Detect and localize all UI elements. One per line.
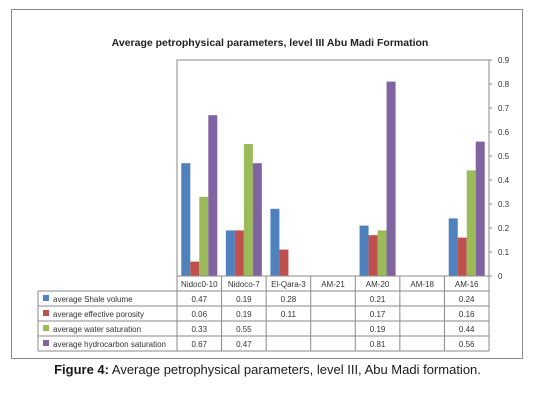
y-tick-label: 0.1: [498, 248, 510, 257]
data-label: 0.44: [459, 325, 475, 334]
y-tick-label: 0.5: [498, 152, 510, 161]
bar-chart: Average petrophysical parameters, level …: [37, 37, 510, 352]
bar: [234, 230, 244, 276]
category-label: AM-20: [366, 280, 390, 289]
y-tick-label: 0.7: [498, 104, 510, 113]
data-label: 0.11: [281, 310, 297, 319]
bar: [208, 115, 218, 276]
y-tick-label: 0: [498, 272, 503, 281]
data-label: 0.81: [370, 340, 386, 349]
bar: [190, 261, 200, 276]
bar: [475, 141, 485, 276]
bar: [386, 81, 396, 276]
bar: [377, 230, 387, 276]
bar: [279, 249, 289, 276]
bars-group: [181, 81, 485, 276]
bar: [359, 225, 369, 276]
legend-entry: average Shale volume: [53, 295, 133, 304]
plot-area: [176, 59, 490, 277]
data-label: 0.33: [191, 325, 207, 334]
category-label: AM-16: [455, 280, 479, 289]
data-label: 0.55: [236, 325, 252, 334]
data-label: 0.67: [191, 340, 207, 349]
bar: [270, 208, 280, 276]
data-label: 0.56: [459, 340, 475, 349]
category-label: El-Qara-3: [271, 280, 306, 289]
bar: [252, 163, 262, 276]
legend-key: [43, 310, 49, 316]
figure-caption: Figure 4: Average petrophysical paramete…: [0, 362, 535, 377]
bar: [448, 218, 458, 276]
figure-caption-label: Figure 4:: [54, 362, 109, 377]
data-label: 0.16: [459, 310, 475, 319]
legend-entry: average hydrocarbon saturation: [53, 340, 166, 349]
bar: [466, 170, 476, 276]
data-label: 0.19: [370, 325, 386, 334]
data-label: 0.47: [236, 340, 252, 349]
y-tick-label: 0.8: [498, 80, 510, 89]
category-label: AM-18: [410, 280, 434, 289]
data-label: 0.17: [370, 310, 386, 319]
data-label: 0.06: [191, 310, 207, 319]
chart-title: Average petrophysical parameters, level …: [112, 37, 429, 49]
data-label: 0.47: [191, 295, 207, 304]
category-label: Nidoco-7: [228, 280, 261, 289]
legend-key: [43, 340, 49, 346]
bar: [199, 196, 209, 276]
data-label: 0.19: [236, 310, 252, 319]
y-tick-label: 0.3: [498, 200, 510, 209]
bar: [181, 163, 191, 276]
data-label: 0.28: [281, 295, 297, 304]
legend-key: [43, 295, 49, 301]
y-tick-label: 0.4: [498, 176, 510, 185]
category-label: Nidoc0-10: [181, 280, 218, 289]
bar: [225, 230, 235, 276]
y-axis-ticks: 0 0.1 0.2 0.3 0.4 0.5 0.6 0.7 0.8 0.9: [489, 56, 510, 281]
data-label: 0.21: [370, 295, 386, 304]
category-label: AM-21: [321, 280, 345, 289]
legend-entry: average water saturation: [53, 325, 141, 334]
y-tick-label: 0.2: [498, 224, 510, 233]
y-tick-label: 0.6: [498, 128, 510, 137]
data-label: 0.19: [236, 295, 252, 304]
bar: [457, 237, 467, 276]
bar: [368, 235, 378, 276]
legend-entry: average effective porosity: [53, 310, 144, 319]
data-label: 0.24: [459, 295, 475, 304]
bar: [243, 144, 253, 276]
y-tick-label: 0.9: [498, 56, 510, 65]
figure-caption-text: Average petrophysical parameters, level …: [109, 362, 481, 377]
data-table: Nidoc0-10 Nidoco-7 El-Qara-3 AM-21 AM-20 AM-1…: [37, 275, 490, 352]
legend-key: [43, 325, 49, 331]
